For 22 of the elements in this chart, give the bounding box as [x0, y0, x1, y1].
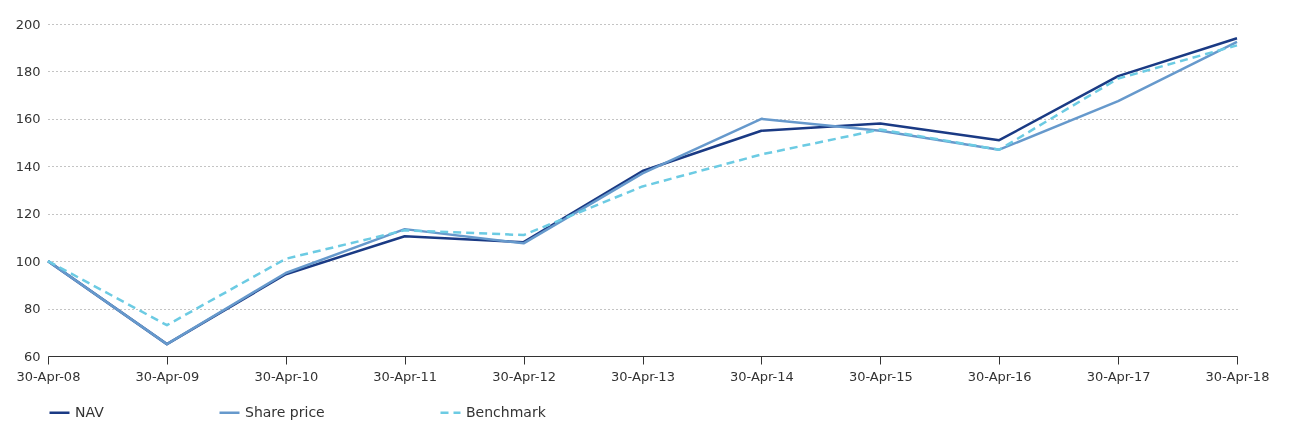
x-tick-label: 30-Apr-17	[1086, 368, 1151, 384]
x-tick-label: 30-Apr-09	[135, 368, 200, 384]
y-tick-label: 100	[15, 253, 41, 269]
legend-label: NAV	[75, 403, 105, 420]
y-tick-label: 200	[15, 16, 41, 32]
legend-label: Share price	[245, 403, 325, 420]
x-tick-label: 30-Apr-16	[967, 368, 1032, 384]
y-tick-label: 160	[15, 111, 41, 127]
y-tick-label: 120	[15, 206, 41, 222]
x-tick-label: 30-Apr-10	[254, 368, 319, 384]
x-tick-label: 30-Apr-08	[16, 368, 81, 384]
x-tick-label: 30-Apr-14	[729, 368, 794, 384]
x-tick-label: 30-Apr-18	[1205, 368, 1270, 384]
y-tick-label: 60	[23, 348, 41, 364]
y-tick-label: 140	[15, 158, 41, 174]
y-tick-label: 80	[23, 301, 41, 317]
x-tick-label: 30-Apr-11	[373, 368, 438, 384]
y-tick-label: 180	[15, 63, 41, 79]
x-tick-label: 30-Apr-15	[848, 368, 913, 384]
x-tick-label: 30-Apr-13	[611, 368, 675, 384]
legend-label: Benchmark	[466, 403, 547, 420]
x-tick-label: 30-Apr-12	[492, 368, 557, 384]
